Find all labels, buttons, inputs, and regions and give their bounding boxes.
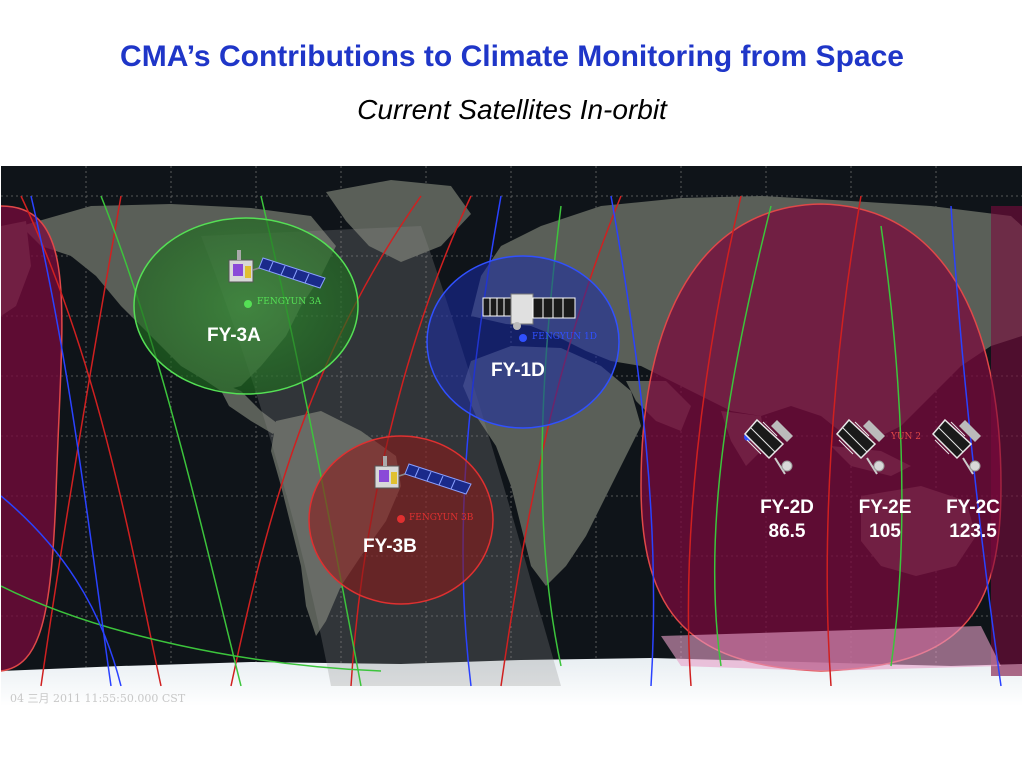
fy2e-satellite-icon <box>835 418 885 475</box>
fy2c-label-block: FY-2C 123.5 <box>935 496 1011 544</box>
fy2-ice-tint <box>661 626 1001 671</box>
fy2c-satellite-icon <box>931 418 981 475</box>
ground-tracks-blue <box>1 195 1002 687</box>
map-canvas <box>1 166 1022 706</box>
fy1d-map-tag: FENGYUN 1D <box>532 332 597 342</box>
fy3b-map-tag: FENGYUN 3B <box>409 513 474 523</box>
fy2d-satellite-icon <box>743 418 793 475</box>
page-subtitle: Current Satellites In-orbit <box>357 94 667 125</box>
fy2-coverage <box>1 203 1022 676</box>
fy1d-position-dot <box>519 334 527 342</box>
page-title: CMA’s Contributions to Climate Monitorin… <box>120 40 904 73</box>
fy2c-label: FY-2C <box>946 497 1000 518</box>
fy1d-satellite-icon <box>482 293 576 330</box>
fy2-footprint-east-edge <box>991 206 1022 676</box>
greenland <box>326 180 471 262</box>
fy2e-label: FY-2E <box>858 497 912 518</box>
fy3a-satellite-icon <box>228 250 326 289</box>
fy2-map-tag: YUN 2 <box>891 432 921 442</box>
fy2e-longitude: 105 <box>869 521 901 542</box>
fy2e-label-block: FY-2E 105 <box>847 496 923 544</box>
fy2d-label: FY-2D <box>760 497 814 518</box>
fy3a-map-tag: FENGYUN 3A <box>257 297 322 307</box>
fy3a-label: FY-3A <box>207 325 261 346</box>
central-america <box>216 381 281 434</box>
fy2-footprint-wrap <box>1 205 63 672</box>
fy3a-position-dot <box>244 300 252 308</box>
timestamp-status: 04 三月 2011 11:55:50.000 CST <box>10 692 186 705</box>
fy2d-label-block: FY-2D 86.5 <box>749 496 825 544</box>
satellite-coverage-map: FENGYUN 3A FENGYUN 3B FENGYUN 1D YUN 2 F… <box>1 166 1022 706</box>
fy1d-label: FY-1D <box>491 360 545 381</box>
fy3b-label: FY-3B <box>363 536 417 557</box>
antarctica <box>1 658 1022 706</box>
fy3b-satellite-icon <box>374 456 472 495</box>
fy2d-longitude: 86.5 <box>768 521 806 542</box>
fy3b-position-dot <box>397 515 405 523</box>
fy2c-longitude: 123.5 <box>949 521 997 542</box>
